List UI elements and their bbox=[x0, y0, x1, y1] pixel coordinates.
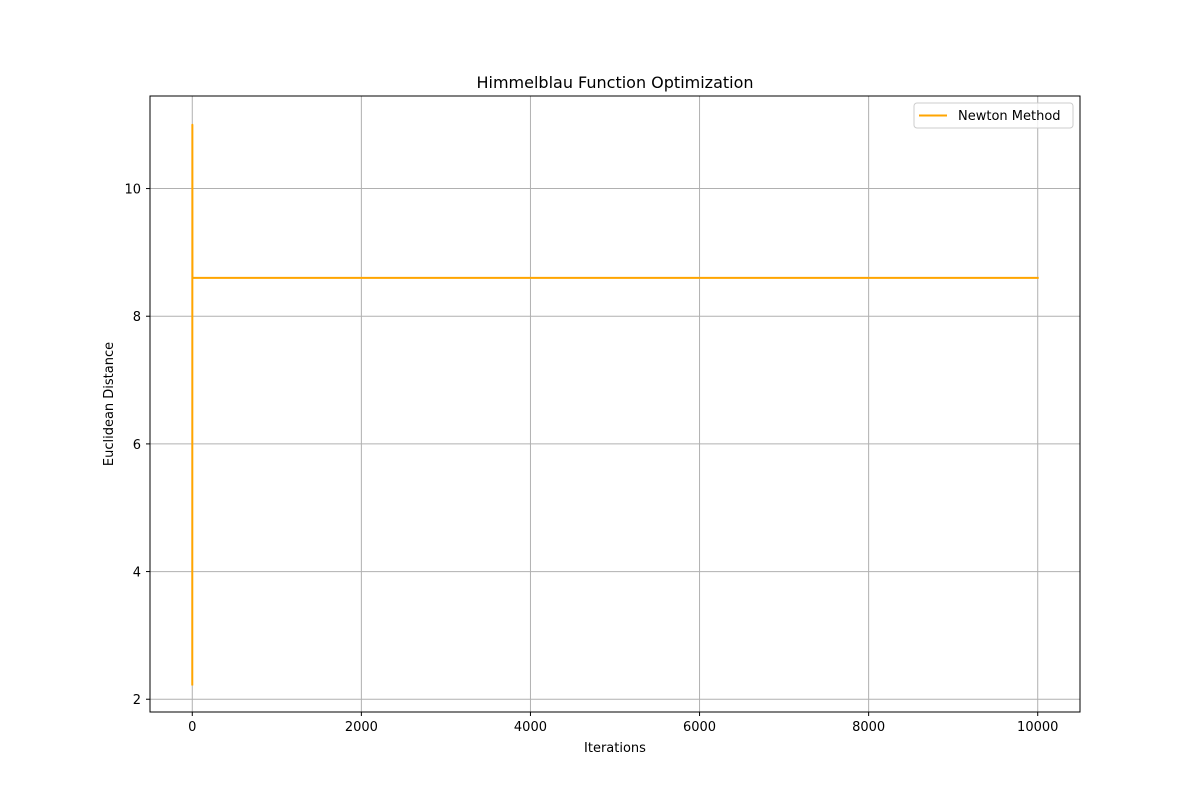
x-tick-label: 0 bbox=[188, 720, 196, 735]
x-tick-label: 4000 bbox=[514, 720, 547, 735]
legend: Newton Method bbox=[913, 102, 1074, 129]
legend-box bbox=[913, 102, 1074, 129]
y-axis-ticks: 2 4 6 8 10 bbox=[124, 183, 150, 708]
series-layer bbox=[191, 123, 1039, 686]
series-line-newton-method bbox=[191, 123, 1039, 686]
y-tick-label: 8 bbox=[133, 310, 141, 325]
plot-frame bbox=[149, 95, 1081, 713]
x-axis-label: Iterations bbox=[584, 741, 646, 756]
x-tick-label: 10000 bbox=[1017, 720, 1058, 735]
x-axis-ticks: 0 2000 4000 6000 8000 10000 bbox=[188, 712, 1058, 735]
x-tick-label: 6000 bbox=[683, 720, 716, 735]
y-tick-label: 2 bbox=[133, 693, 141, 708]
legend-label-newton-method: Newton Method bbox=[958, 109, 1061, 124]
y-tick-label: 4 bbox=[133, 566, 141, 581]
chart-title: Himmelblau Function Optimization bbox=[476, 73, 753, 92]
x-tick-label: 2000 bbox=[345, 720, 378, 735]
x-tick-label: 8000 bbox=[852, 720, 885, 735]
y-axis-label: Euclidean Distance bbox=[102, 342, 117, 466]
grid-lines bbox=[150, 96, 1080, 712]
y-tick-label: 10 bbox=[124, 183, 141, 198]
y-tick-label: 6 bbox=[133, 438, 141, 453]
